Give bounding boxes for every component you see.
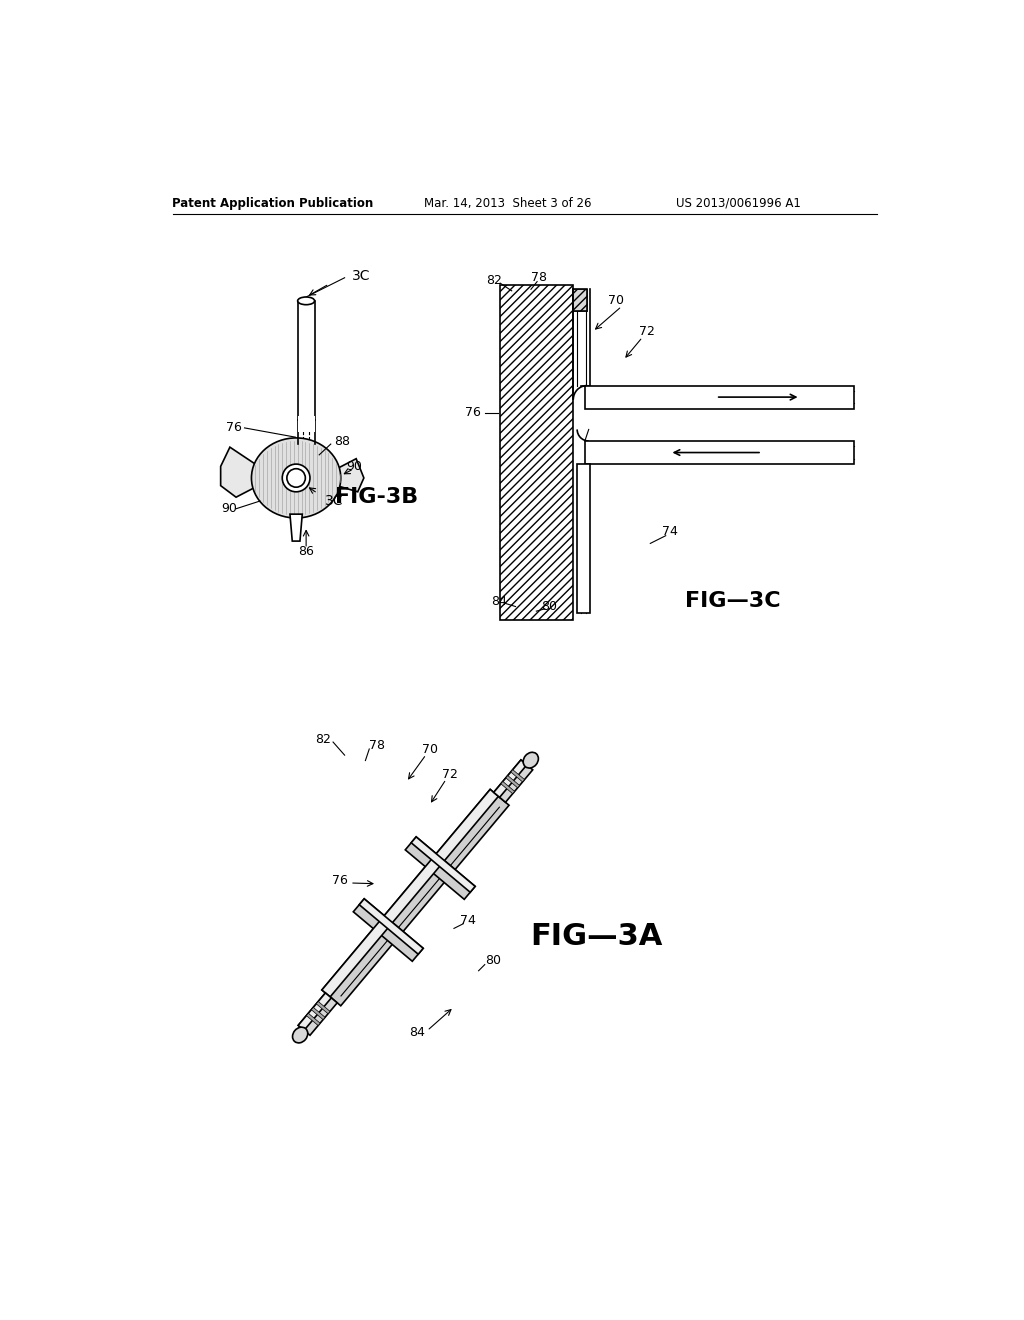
Text: FIG—3A: FIG—3A <box>530 921 663 950</box>
Polygon shape <box>298 993 332 1031</box>
Text: FIG—3C: FIG—3C <box>685 591 780 611</box>
Polygon shape <box>322 789 509 1006</box>
Polygon shape <box>494 760 532 803</box>
Polygon shape <box>353 899 423 961</box>
Polygon shape <box>337 459 364 492</box>
Text: 74: 74 <box>460 915 476 927</box>
Text: 3C: 3C <box>326 494 344 508</box>
Ellipse shape <box>298 297 314 305</box>
Text: 82: 82 <box>486 273 502 286</box>
Polygon shape <box>298 993 337 1035</box>
Polygon shape <box>306 1014 321 1026</box>
Text: US 2013/0061996 A1: US 2013/0061996 A1 <box>677 197 802 210</box>
Polygon shape <box>220 447 255 498</box>
Bar <box>578 465 590 612</box>
Polygon shape <box>501 781 515 793</box>
Text: 88: 88 <box>334 436 350 449</box>
Polygon shape <box>322 789 499 997</box>
Text: 78: 78 <box>530 271 547 284</box>
Ellipse shape <box>523 752 539 768</box>
Text: 78: 78 <box>370 739 385 751</box>
Circle shape <box>287 469 305 487</box>
Text: 82: 82 <box>315 733 331 746</box>
Polygon shape <box>494 760 526 797</box>
Text: 90: 90 <box>346 459 361 473</box>
Text: Mar. 14, 2013  Sheet 3 of 26: Mar. 14, 2013 Sheet 3 of 26 <box>424 197 592 210</box>
Polygon shape <box>506 776 519 788</box>
Bar <box>585 385 854 409</box>
Ellipse shape <box>252 438 341 517</box>
Text: Patent Application Publication: Patent Application Publication <box>172 197 374 210</box>
Text: 80: 80 <box>541 601 557 612</box>
Bar <box>500 285 573 620</box>
Polygon shape <box>290 515 302 541</box>
Bar <box>573 289 587 312</box>
Polygon shape <box>316 1002 330 1014</box>
Text: 86: 86 <box>298 545 314 557</box>
Bar <box>585 441 854 465</box>
Text: 74: 74 <box>662 525 678 539</box>
Text: 84: 84 <box>409 1026 425 1039</box>
Text: 80: 80 <box>484 954 501 968</box>
Ellipse shape <box>293 1027 308 1043</box>
Text: 70: 70 <box>422 743 437 756</box>
Text: 70: 70 <box>608 294 624 308</box>
Polygon shape <box>359 899 423 954</box>
Text: 76: 76 <box>226 421 243 434</box>
Text: 76: 76 <box>465 407 481 418</box>
Bar <box>298 301 314 420</box>
Text: 76: 76 <box>332 874 348 887</box>
Text: 72: 72 <box>442 768 459 781</box>
Polygon shape <box>511 770 524 781</box>
Text: FIG-3B: FIG-3B <box>335 487 419 507</box>
Polygon shape <box>406 837 475 899</box>
Polygon shape <box>311 1007 325 1019</box>
Circle shape <box>283 465 310 492</box>
Bar <box>573 289 587 312</box>
Text: 72: 72 <box>639 325 654 338</box>
Text: 3C: 3C <box>352 269 371 284</box>
Polygon shape <box>412 837 475 892</box>
Bar <box>298 416 314 432</box>
Text: 90: 90 <box>221 502 238 515</box>
Text: 84: 84 <box>492 594 507 607</box>
